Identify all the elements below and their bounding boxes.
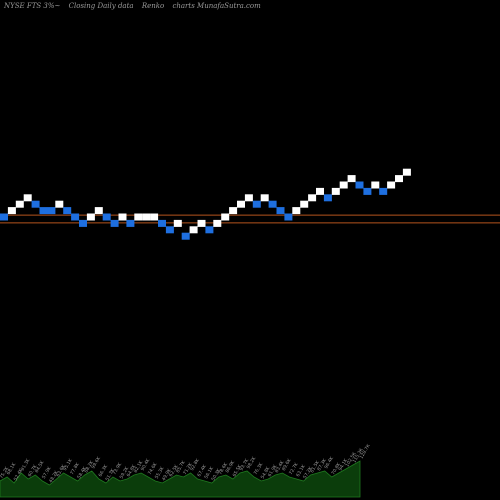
renko-brick-13 bbox=[102, 213, 111, 221]
renko-brick-28 bbox=[221, 213, 230, 221]
renko-brick-21 bbox=[165, 226, 174, 234]
renko-brick-23 bbox=[181, 232, 190, 240]
renko-brick-31 bbox=[244, 194, 253, 202]
renko-brick-35 bbox=[276, 207, 285, 215]
renko-brick-18 bbox=[142, 213, 151, 221]
renko-brick-0 bbox=[0, 213, 8, 221]
renko-brick-2 bbox=[15, 200, 24, 208]
renko-brick-47 bbox=[371, 181, 380, 189]
renko-brick-41 bbox=[323, 194, 332, 202]
renko-brick-15 bbox=[118, 213, 127, 221]
renko-brick-37 bbox=[292, 207, 301, 215]
renko-brick-46 bbox=[363, 187, 372, 195]
renko-brick-9 bbox=[71, 213, 80, 221]
symbol-label: NYSE FTS 3%~ bbox=[4, 2, 61, 10]
renko-brick-8 bbox=[63, 207, 72, 215]
volume-panel: 75.2K68.1K52.4K91.3K60.7K84.5K57.9K48.2K… bbox=[0, 442, 372, 498]
volume-area bbox=[0, 460, 361, 498]
renko-brick-42 bbox=[331, 187, 340, 195]
renko-brick-24 bbox=[189, 226, 198, 234]
renko-brick-12 bbox=[94, 207, 103, 215]
site-label: charts MunafaSutra.com bbox=[172, 2, 261, 10]
renko-brick-16 bbox=[126, 219, 135, 227]
renko-brick-10 bbox=[79, 219, 87, 227]
renko-brick-1 bbox=[7, 207, 16, 215]
renko-brick-25 bbox=[197, 219, 206, 227]
renko-brick-19 bbox=[150, 213, 159, 221]
renko-brick-45 bbox=[355, 181, 364, 189]
renko-brick-6 bbox=[47, 207, 56, 215]
renko-brick-44 bbox=[347, 175, 356, 183]
renko-brick-49 bbox=[387, 181, 396, 189]
renko-brick-7 bbox=[55, 200, 64, 208]
renko-brick-22 bbox=[173, 219, 182, 227]
subtitle-label: Closing Daily data bbox=[68, 2, 134, 10]
renko-bricks bbox=[0, 168, 411, 240]
renko-brick-51 bbox=[402, 168, 411, 176]
renko-brick-27 bbox=[213, 219, 222, 227]
renko-brick-34 bbox=[268, 200, 277, 208]
chart-kind-label: Renko bbox=[141, 2, 165, 10]
renko-brick-48 bbox=[379, 187, 388, 195]
renko-brick-50 bbox=[395, 175, 403, 183]
renko-brick-30 bbox=[237, 200, 245, 208]
renko-brick-32 bbox=[252, 200, 261, 208]
volume-label-0: 75.2K bbox=[0, 465, 11, 480]
renko-brick-29 bbox=[229, 207, 238, 215]
renko-brick-43 bbox=[339, 181, 348, 189]
renko-brick-17 bbox=[134, 213, 143, 221]
renko-brick-33 bbox=[260, 194, 269, 202]
renko-brick-36 bbox=[284, 213, 293, 221]
renko-brick-4 bbox=[31, 200, 40, 208]
renko-brick-38 bbox=[300, 200, 309, 208]
renko-brick-3 bbox=[23, 194, 32, 202]
renko-brick-20 bbox=[158, 219, 166, 227]
renko-brick-39 bbox=[308, 194, 317, 202]
renko-brick-40 bbox=[316, 187, 324, 195]
renko-brick-14 bbox=[110, 219, 119, 227]
chart-header: NYSE FTS 3%~ Closing Daily data Renko ch… bbox=[4, 2, 267, 10]
renko-brick-5 bbox=[39, 207, 48, 215]
renko-brick-11 bbox=[86, 213, 95, 221]
renko-brick-26 bbox=[205, 226, 214, 234]
